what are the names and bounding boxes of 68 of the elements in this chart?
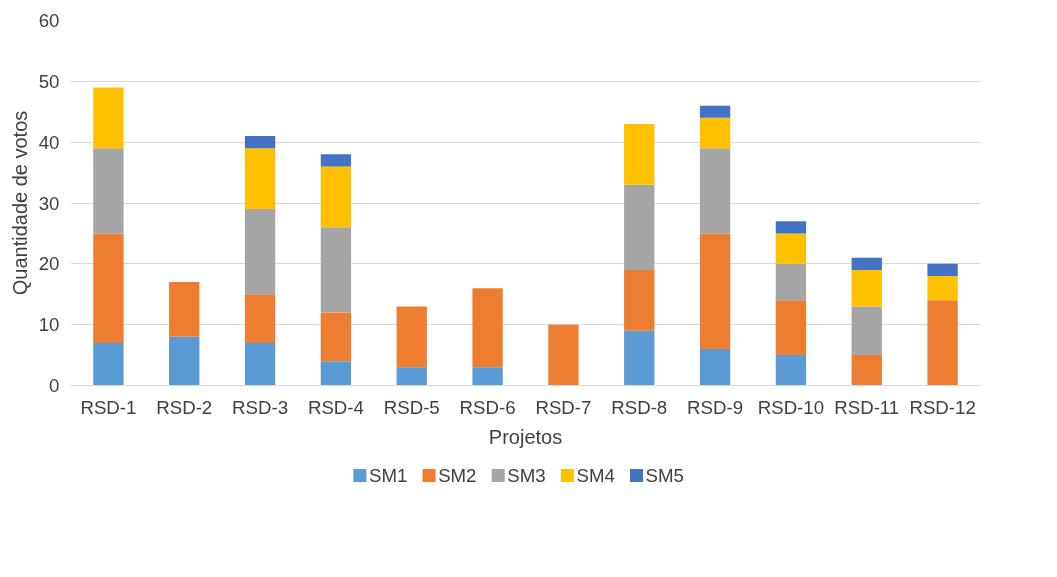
- x-tick-label: RSD-12: [909, 396, 976, 418]
- bar: [169, 336, 200, 386]
- bar: [699, 117, 731, 149]
- bar: [851, 355, 882, 386]
- bar: [320, 166, 352, 228]
- x-tick-label: RSD-9: [687, 396, 744, 418]
- x-tick-label: RSD-4: [307, 396, 364, 418]
- x-tick-label: RSD-6: [459, 396, 516, 418]
- bar: [320, 312, 352, 362]
- bar: [775, 221, 807, 234]
- legend-label: SM5: [645, 465, 684, 486]
- bar: [320, 154, 352, 167]
- x-tick-label: RSD-2: [156, 396, 213, 418]
- bar: [927, 263, 958, 276]
- bar: [244, 136, 276, 149]
- bar: [624, 269, 655, 331]
- bar: [775, 263, 807, 301]
- y-tick-label: 40: [38, 131, 60, 153]
- bar: [624, 184, 655, 270]
- bar: [851, 257, 882, 270]
- y-axis-title: Quantidade de votos: [8, 110, 31, 296]
- y-tick-label: 20: [38, 253, 60, 275]
- x-tick-label: RSD-10: [757, 396, 825, 418]
- bar: [320, 227, 352, 313]
- bar: [927, 276, 958, 301]
- x-tick-label: RSD-3: [232, 396, 289, 418]
- bar: [472, 367, 503, 386]
- bar: [93, 148, 124, 234]
- bar: [699, 105, 731, 118]
- bar: [396, 306, 427, 368]
- bar: [699, 349, 731, 386]
- bar: [851, 306, 882, 356]
- legend-label: SM2: [438, 465, 477, 486]
- x-axis-title: Projetos: [488, 425, 563, 448]
- x-tick-label: RSD-8: [611, 396, 668, 418]
- bar: [93, 87, 124, 149]
- bar: [851, 269, 882, 307]
- y-tick-label: 50: [38, 70, 60, 92]
- x-tick-label: RSD-5: [383, 396, 440, 418]
- bar: [775, 300, 807, 356]
- legend-label: SM3: [507, 465, 546, 486]
- bar: [472, 288, 503, 368]
- x-tick-label: RSD-7: [535, 396, 592, 418]
- y-tick-label: 10: [38, 314, 60, 336]
- bar: [775, 233, 807, 264]
- bar: [93, 342, 124, 386]
- bar: [396, 367, 427, 386]
- bar: [699, 148, 731, 234]
- bar: [775, 355, 807, 386]
- y-tick-label: 0: [49, 375, 60, 396]
- bar: [244, 209, 276, 295]
- bar: [169, 282, 200, 337]
- x-tick-label: RSD-11: [834, 396, 900, 418]
- bar: [93, 233, 124, 343]
- bar: [699, 233, 731, 349]
- bar: [624, 330, 655, 386]
- bar: [624, 123, 655, 185]
- x-tick-label: RSD-1: [80, 396, 137, 418]
- bar: [244, 294, 276, 343]
- bar: [320, 361, 352, 386]
- legend-label: SM4: [576, 465, 615, 486]
- bar: [548, 324, 579, 386]
- bar: [244, 148, 276, 210]
- y-tick-label: 30: [38, 192, 60, 214]
- y-tick-label: 60: [38, 10, 60, 31]
- bar: [927, 300, 958, 386]
- bar: [244, 342, 276, 386]
- legend-label: SM1: [368, 465, 408, 486]
